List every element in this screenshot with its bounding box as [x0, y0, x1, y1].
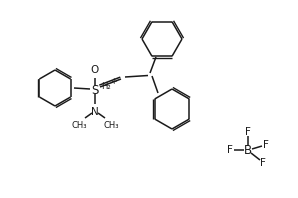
Text: N: N: [91, 107, 99, 117]
Text: CH₃: CH₃: [103, 122, 119, 130]
Text: F: F: [227, 145, 233, 155]
Text: H₂: H₂: [101, 82, 111, 90]
Text: F: F: [245, 127, 251, 137]
Text: S: S: [91, 84, 99, 96]
Text: +: +: [110, 76, 117, 86]
Text: F: F: [263, 140, 269, 150]
Text: O: O: [91, 65, 99, 75]
Text: B: B: [244, 144, 252, 156]
Text: CH₃: CH₃: [71, 122, 87, 130]
Text: F: F: [260, 158, 266, 168]
